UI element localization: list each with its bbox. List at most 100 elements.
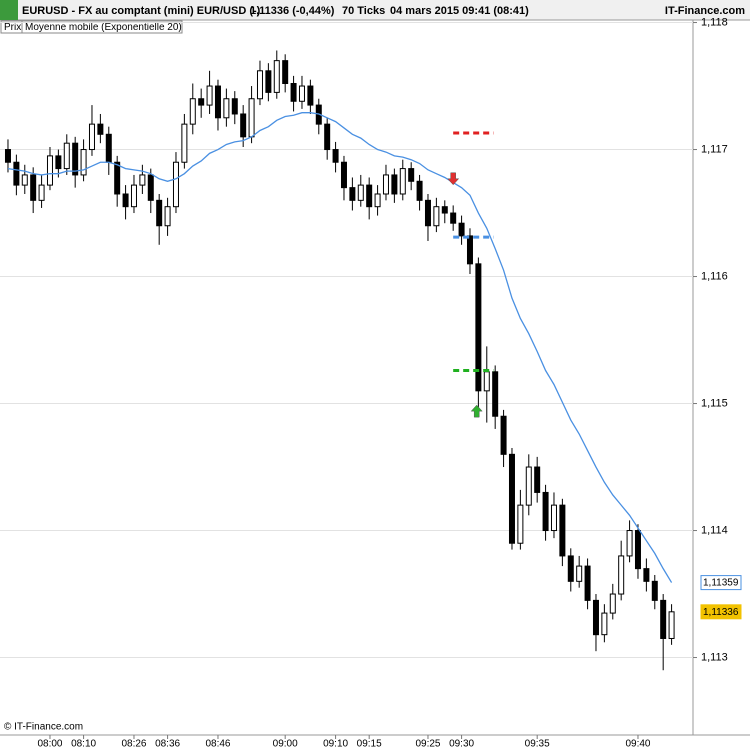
logo — [0, 0, 18, 20]
candle-body — [147, 174, 154, 201]
source: IT-Finance.com — [665, 5, 745, 17]
candle-body — [240, 113, 247, 138]
candle-body — [542, 491, 549, 532]
price-tag — [700, 575, 742, 591]
candle-body — [122, 193, 129, 208]
candle-body — [282, 60, 289, 84]
candle-body — [156, 199, 163, 227]
candle-body — [382, 174, 389, 195]
candle-body — [416, 180, 423, 201]
candle-body — [592, 599, 599, 636]
x-tick-label: 09:00 — [273, 739, 298, 750]
candle-body — [21, 174, 28, 186]
candle-body — [88, 123, 95, 151]
candle-body — [408, 168, 415, 182]
candle-body — [466, 235, 473, 265]
candle-body — [181, 123, 188, 163]
candle-body — [324, 123, 331, 151]
candle-body — [643, 568, 650, 582]
x-tick-label: 09:30 — [449, 739, 474, 750]
candle-body — [198, 98, 205, 106]
candle-body — [517, 504, 524, 544]
candle-body — [651, 580, 658, 601]
candle-body — [55, 155, 62, 170]
candle-body — [223, 98, 230, 119]
candle-body — [130, 184, 137, 208]
plot-area — [0, 22, 693, 671]
candle-body — [391, 174, 398, 195]
candle-body — [550, 504, 557, 532]
candle-body — [450, 212, 457, 224]
candle-body — [63, 142, 70, 170]
candle-body — [626, 530, 633, 557]
candle-body — [668, 611, 675, 639]
x-tick-label: 09:15 — [357, 739, 382, 750]
candle-body — [366, 184, 373, 208]
y-tick-label: 1,113 — [701, 651, 728, 663]
date: 04 mars 2015 09:41 (08:41) — [390, 5, 529, 17]
interval: 70 Ticks — [342, 5, 385, 17]
candle-body — [214, 85, 221, 119]
candle-body — [172, 161, 179, 208]
candle-body — [30, 174, 37, 201]
candle-body — [164, 206, 171, 227]
x-tick-label: 09:25 — [415, 739, 440, 750]
candle-body — [105, 133, 112, 163]
ema-line — [7, 112, 673, 583]
footer: © IT-Finance.com — [4, 722, 83, 733]
legend-box — [21, 20, 183, 34]
candle-body — [38, 184, 45, 201]
x-tick-label: 09:40 — [625, 739, 650, 750]
candle-body — [441, 206, 448, 214]
candle-body — [248, 98, 255, 138]
candle-body — [139, 174, 146, 186]
candle-body — [46, 155, 53, 186]
candle-body — [273, 60, 280, 93]
candle-body — [349, 187, 356, 201]
candle-body — [660, 599, 667, 639]
candle-body — [601, 612, 608, 636]
candle-body — [508, 453, 515, 544]
legend-ema: Moyenne mobile (Exponentielle 20) — [25, 22, 182, 33]
y-tick-label: 1,115 — [701, 397, 728, 409]
candle-body — [609, 593, 616, 614]
candle-body — [332, 149, 339, 163]
candle-body — [357, 184, 364, 201]
candle-body — [231, 98, 238, 115]
candle-body — [374, 193, 381, 208]
candle-body — [189, 98, 196, 125]
candle-body — [206, 85, 213, 106]
candle-body — [298, 85, 305, 102]
candle-body — [80, 149, 87, 176]
signal-arrow — [470, 404, 483, 418]
candle-body — [500, 415, 507, 455]
candle-body — [256, 70, 263, 100]
candle-body — [424, 199, 431, 227]
x-tick-label: 08:46 — [205, 739, 230, 750]
candle-body — [433, 206, 440, 227]
x-tick-label: 08:00 — [37, 739, 62, 750]
candle-body — [576, 565, 583, 582]
candle-body — [399, 168, 406, 195]
candle-body — [634, 530, 641, 570]
candle-body — [290, 82, 297, 102]
candle-body — [475, 263, 482, 392]
legend-price: Prix — [4, 22, 21, 33]
candle-body — [534, 466, 541, 493]
x-tick-label: 09:10 — [323, 739, 348, 750]
chart-title: EURUSD - FX au comptant (mini) EUR/USD (… — [22, 5, 261, 17]
candle-body — [72, 142, 79, 176]
header-bar — [0, 0, 750, 20]
candle-body — [458, 222, 465, 237]
signal-arrow — [447, 172, 460, 186]
x-tick-label: 08:26 — [121, 739, 146, 750]
x-tick-label: 08:10 — [71, 739, 96, 750]
candle-body — [13, 161, 20, 186]
y-tick-label: 1,114 — [701, 524, 728, 536]
candle-body — [4, 149, 11, 163]
x-tick-label: 08:36 — [155, 739, 180, 750]
candle-body — [483, 371, 490, 392]
